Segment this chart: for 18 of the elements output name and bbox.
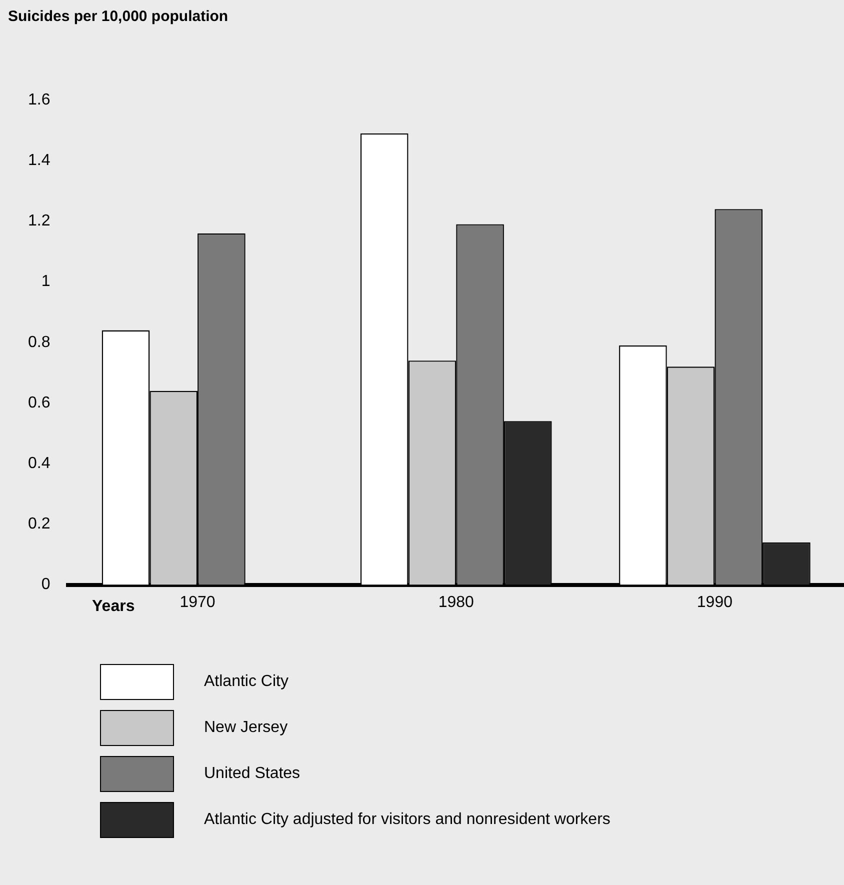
y-tick-label: 1.2: [28, 212, 50, 230]
legend-label: New Jersey: [204, 719, 288, 737]
y-tick-label: 0.6: [28, 394, 50, 412]
legend-label: United States: [204, 765, 300, 783]
y-tick-label: 1.6: [28, 91, 50, 108]
x-axis-title: Years: [92, 598, 135, 616]
y-tick-label: 0.8: [28, 334, 50, 351]
y-tick-label: 0.2: [28, 516, 50, 533]
y-axis-title: Suicides per 10,000 population: [8, 8, 228, 25]
y-tick-label: 0: [41, 576, 50, 594]
y-tick-label: 0.4: [28, 455, 50, 472]
legend-label: Atlantic City adjusted for visitors and nonresident workers: [204, 811, 610, 829]
x-tick-label: 1990: [696, 594, 733, 611]
legend-label: Atlantic City: [204, 673, 288, 691]
x-tick-label: 1980: [438, 594, 474, 611]
y-tick-label: 1: [41, 273, 50, 290]
x-tick-label: 1970: [180, 594, 216, 611]
y-tick-label: 1.4: [28, 152, 50, 170]
